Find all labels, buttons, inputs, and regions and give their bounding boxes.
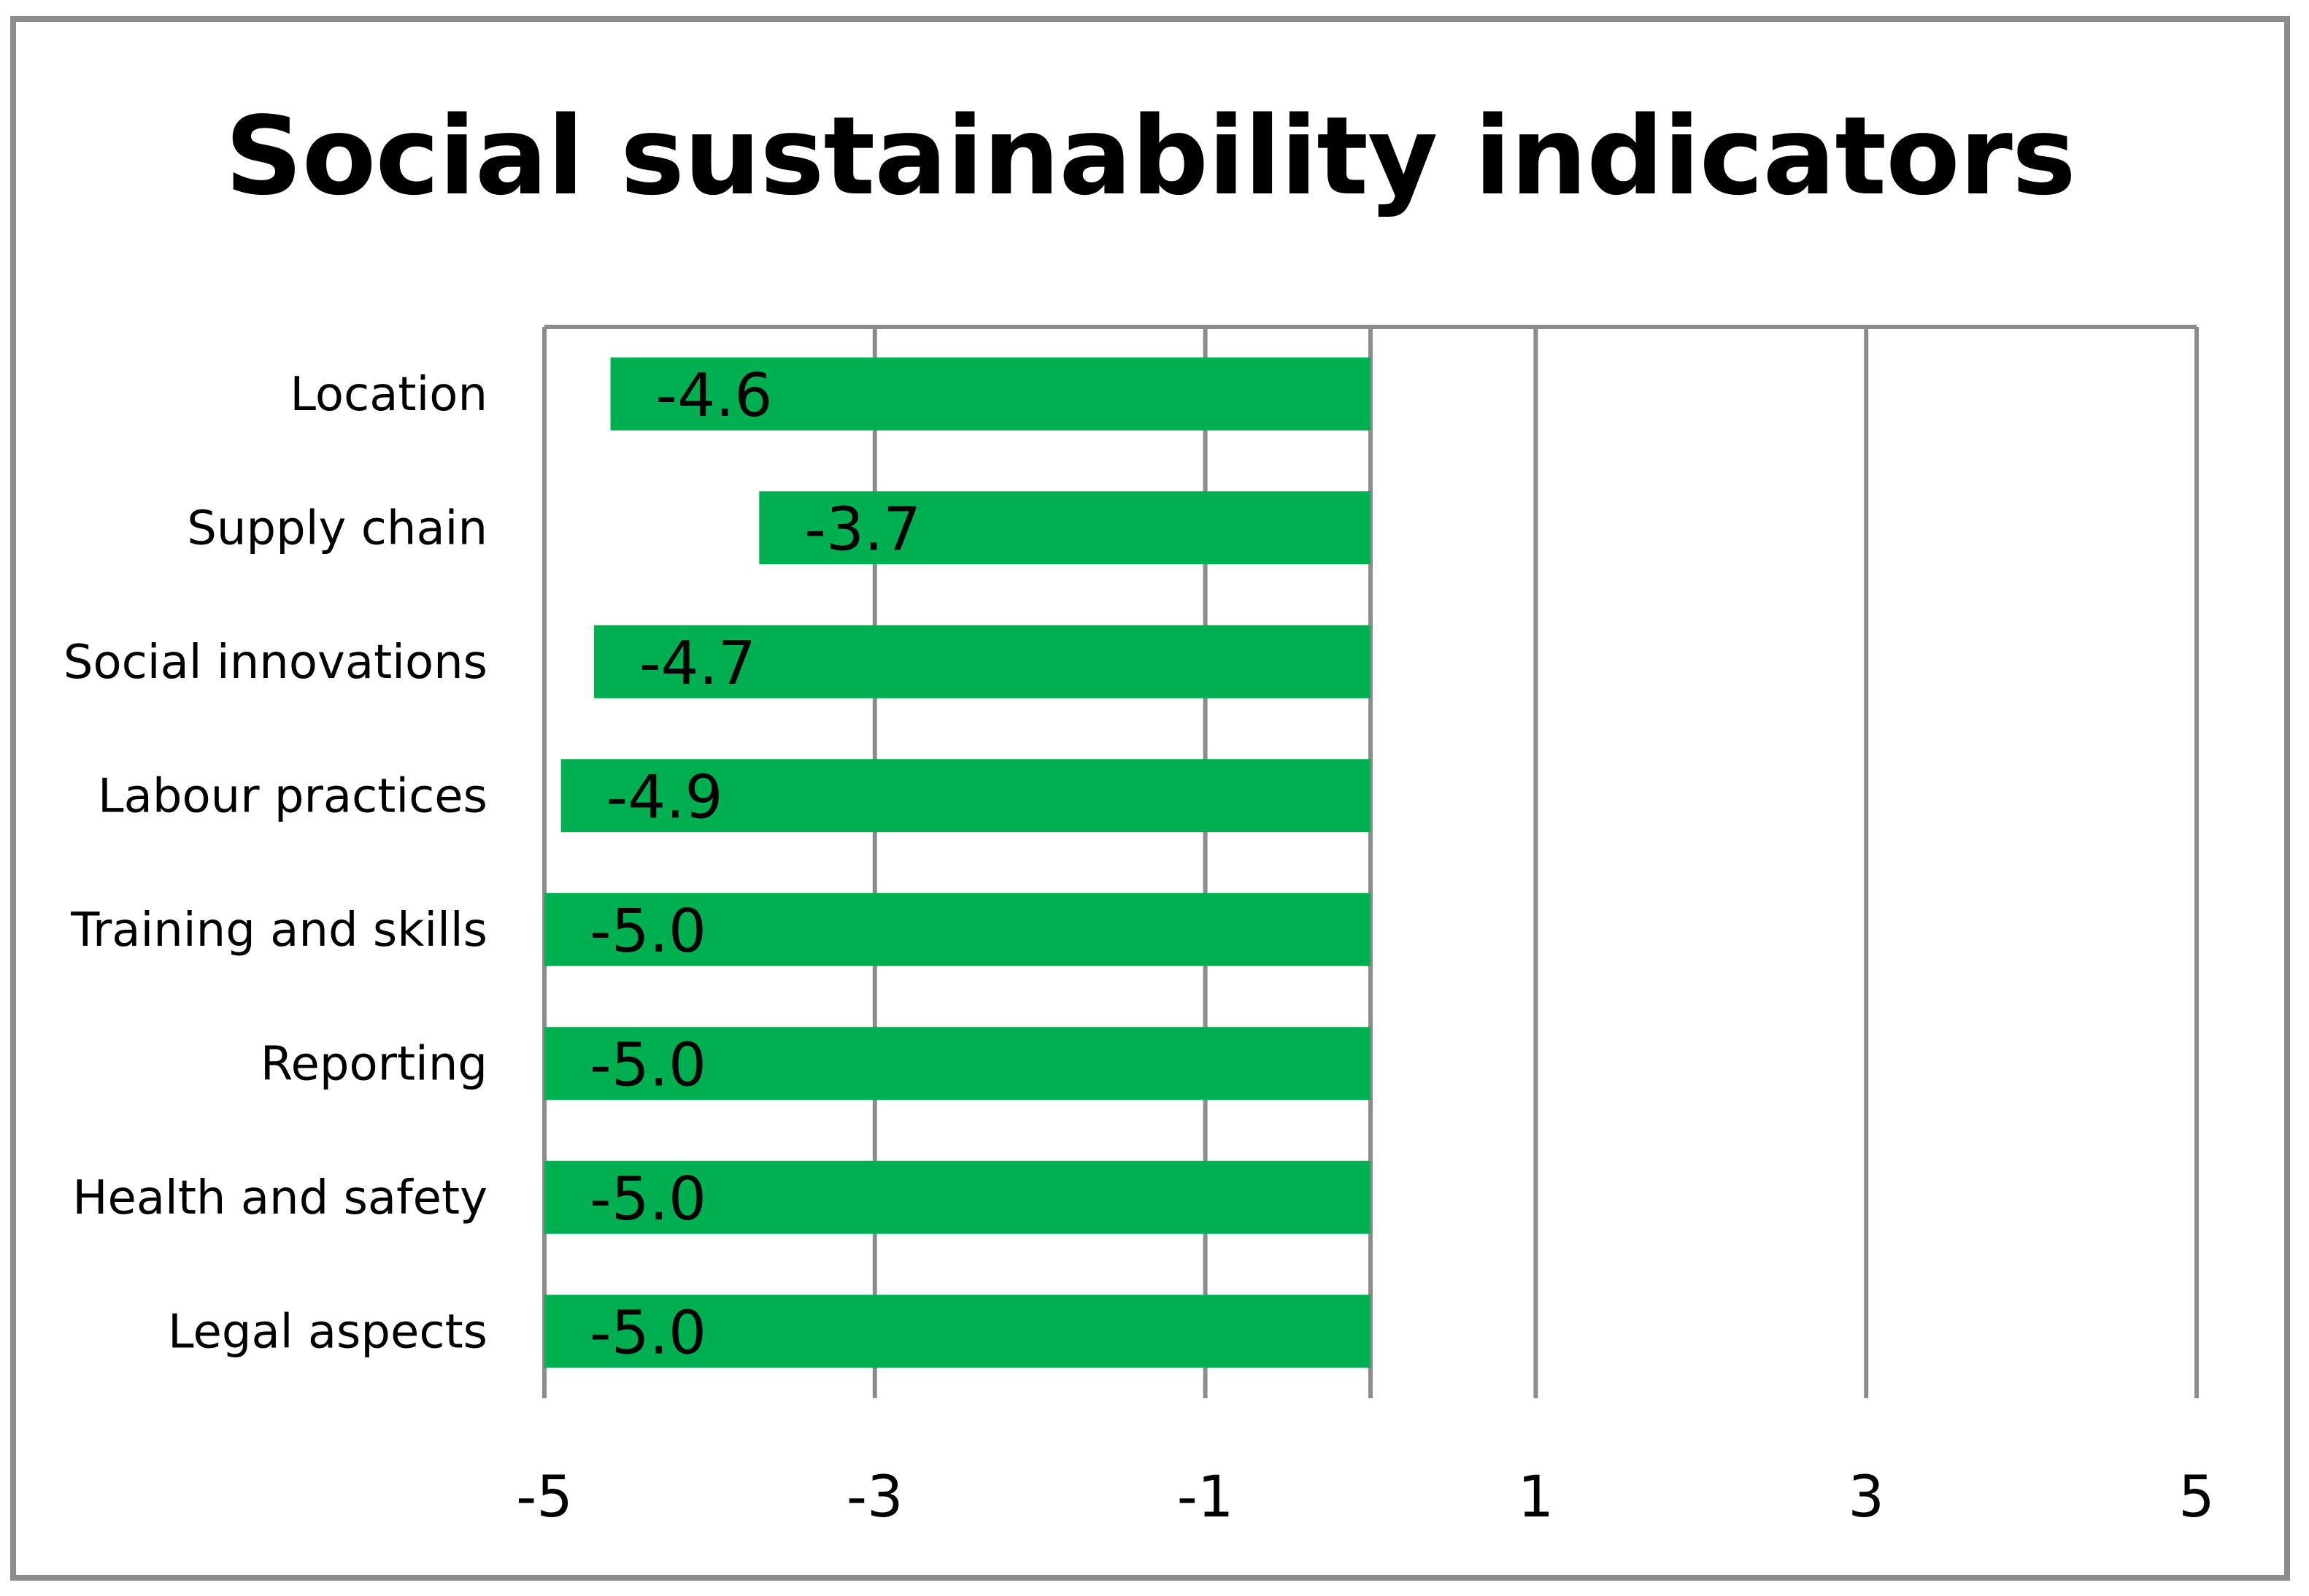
category-label-2: Social innovations (63, 636, 487, 690)
bar-1 (759, 491, 1371, 565)
category-label-4: Training and skills (70, 903, 487, 957)
bar-4 (544, 893, 1371, 966)
data-label-2: -4.7 (639, 629, 756, 698)
category-label-6: Health and safety (72, 1171, 487, 1225)
data-label-3: -4.9 (606, 763, 723, 832)
category-label-1: Supply chain (187, 501, 487, 555)
x-tick-label-5: 5 (2178, 1465, 2215, 1530)
bar-3 (560, 759, 1371, 833)
data-label-7: -5.0 (590, 1298, 706, 1368)
x-tick-label-2: -1 (1177, 1465, 1234, 1530)
data-label-4: -5.0 (590, 897, 706, 966)
x-tick-label-4: 3 (1848, 1465, 1884, 1530)
category-label-5: Reporting (261, 1037, 487, 1091)
category-label-0: Location (290, 368, 487, 422)
bar-7 (544, 1295, 1371, 1368)
bar-6 (544, 1160, 1371, 1234)
x-tick-label-0: -5 (516, 1465, 573, 1530)
x-tick-label-3: 1 (1518, 1465, 1554, 1530)
bar-5 (544, 1027, 1371, 1100)
data-label-5: -5.0 (590, 1030, 706, 1100)
category-label-3: Labour practices (98, 769, 487, 823)
x-tick-label-1: -3 (847, 1465, 903, 1530)
data-label-0: -4.6 (656, 361, 773, 431)
category-label-7: Legal aspects (168, 1305, 487, 1359)
data-label-6: -5.0 (590, 1165, 706, 1234)
bar-2 (593, 625, 1371, 698)
chart-title: Social sustainability indicators (225, 93, 2076, 219)
data-label-1: -3.7 (804, 495, 921, 564)
bar-0 (610, 357, 1371, 431)
